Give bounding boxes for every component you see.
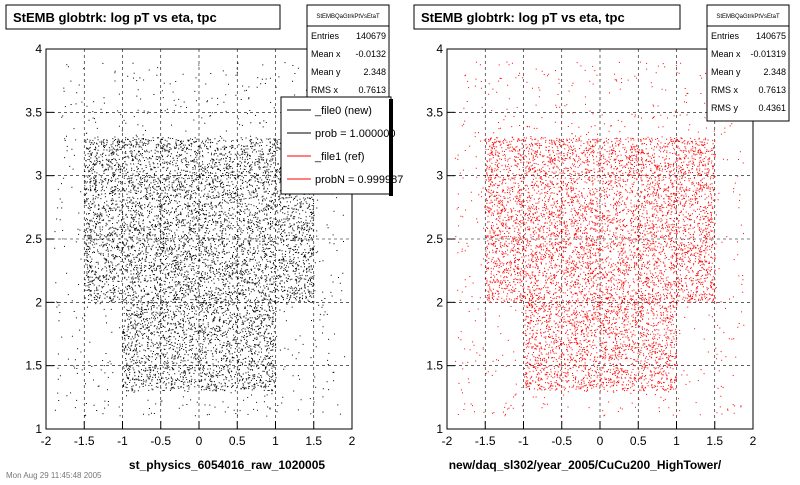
y-tick-label: 2 bbox=[35, 295, 42, 309]
x-tick-label: -0.5 bbox=[551, 434, 572, 448]
left-stats-value-rmsx: 0.7613 bbox=[358, 85, 386, 95]
x-tick-label: 0.5 bbox=[630, 434, 647, 448]
right-stats-value-rmsy: 0.4361 bbox=[758, 103, 786, 113]
left-title-box: StEMB globtrk: log pT vs eta, tpc bbox=[5, 4, 281, 30]
left-plot: -2 -1.5 -1 -0.5 0 0.5 1 1.5 2 1 1.5 2 2.5 3 3.5 4 StEMB… bbox=[5, 4, 403, 472]
y-tick-label: 1.5 bbox=[426, 359, 443, 373]
right-x-axis-label: new/daq_sl302/year_2005/CuCu200_HighTowe… bbox=[449, 458, 722, 472]
right-stats-value-meany: 2.348 bbox=[763, 67, 786, 77]
legend-frame bbox=[280, 96, 392, 195]
left-stats-box: StEMBQaGtrkPtVsEtaT Entries 140679 Mean … bbox=[306, 4, 390, 102]
legend-box: _file0 (new) prob = 1.000000 _file1 (ref… bbox=[280, 96, 403, 196]
scatter-region-high bbox=[523, 301, 678, 392]
left-stats-label-meany: Mean y bbox=[311, 67, 341, 77]
left-stats-label-meanx: Mean x bbox=[311, 49, 341, 59]
legend-label-probn: probN = 0.999987 bbox=[315, 174, 403, 186]
footer-timestamp: Mon Aug 29 11:45:48 2005 bbox=[6, 471, 102, 480]
x-tick-label: -1 bbox=[518, 434, 529, 448]
right-stats-label-rmsy: RMS y bbox=[711, 103, 739, 113]
right-stats-value-rmsx: 0.7613 bbox=[758, 85, 786, 95]
right-axes: -2 -1.5 -1 -0.5 0 0.5 1 1.5 2 1 1.5 2 2.5 3 3.5 4 bbox=[426, 42, 756, 448]
right-title-box: StEMB globtrk: log pT vs eta, tpc bbox=[413, 4, 681, 30]
x-tick-label: 1 bbox=[673, 434, 680, 448]
left-axes: -2 -1.5 -1 -0.5 0 0.5 1 1.5 2 1 1.5 2 2.5 3 3.5 4 bbox=[25, 42, 355, 448]
right-stats-value-meanx: -0.01319 bbox=[750, 49, 786, 59]
left-stats-frame bbox=[306, 4, 390, 102]
right-stats-frame bbox=[706, 4, 790, 122]
y-tick-label: 3 bbox=[436, 169, 443, 183]
x-tick-label: 1.5 bbox=[706, 434, 723, 448]
left-title-frame bbox=[5, 4, 281, 30]
y-tick-label: 2 bbox=[436, 295, 443, 309]
left-stats-value-meanx: -0.0132 bbox=[355, 49, 386, 59]
y-tick-label: 2.5 bbox=[25, 232, 42, 246]
x-tick-label: -1 bbox=[117, 434, 128, 448]
right-scatter-points bbox=[454, 61, 745, 417]
legend-shadow bbox=[389, 99, 393, 196]
right-stats-value-entries: 140675 bbox=[756, 31, 786, 41]
left-stats-label-entries: Entries bbox=[311, 31, 340, 41]
legend-label-prob: prob = 1.000000 bbox=[315, 128, 395, 140]
right-stats-label-rmsx: RMS x bbox=[711, 85, 739, 95]
left-stats-name: StEMBQaGtrkPtVsEtaT bbox=[316, 14, 380, 20]
right-stats-label-meanx: Mean x bbox=[711, 49, 741, 59]
right-plot: -2 -1.5 -1 -0.5 0 0.5 1 1.5 2 1 1.5 2 2.5 3 3.5 4 StEMB… bbox=[413, 4, 790, 472]
y-tick-label: 1 bbox=[35, 422, 42, 436]
left-stats-label-rmsx: RMS x bbox=[311, 85, 339, 95]
x-tick-label: 0 bbox=[196, 434, 203, 448]
y-tick-label: 4 bbox=[436, 42, 443, 56]
x-tick-label: -1.5 bbox=[475, 434, 496, 448]
x-tick-label: 2 bbox=[349, 434, 356, 448]
y-tick-label: 3 bbox=[35, 169, 42, 183]
y-tick-label: 2.5 bbox=[426, 232, 443, 246]
x-tick-label: -2 bbox=[442, 434, 453, 448]
right-stats-name: StEMBQaGtrkPtVsEtaT bbox=[716, 14, 780, 20]
x-tick-label: 1.5 bbox=[305, 434, 322, 448]
y-tick-label: 1 bbox=[436, 422, 443, 436]
left-stats-value-entries: 140679 bbox=[356, 31, 386, 41]
scatter-region-very-high bbox=[485, 137, 716, 303]
y-tick-label: 4 bbox=[35, 42, 42, 56]
legend-label-file1: _file1 (ref) bbox=[314, 151, 365, 163]
x-tick-label: 0 bbox=[597, 434, 604, 448]
y-tick-label: 3.5 bbox=[25, 105, 42, 119]
left-stats-value-meany: 2.348 bbox=[363, 67, 386, 77]
x-tick-label: -2 bbox=[41, 434, 52, 448]
right-stats-label-meany: Mean y bbox=[711, 67, 741, 77]
left-x-axis-label: st_physics_6054016_raw_1020005 bbox=[129, 458, 325, 472]
x-tick-label: 2 bbox=[750, 434, 757, 448]
scatter-region-very-high bbox=[84, 137, 315, 303]
x-tick-label: -0.5 bbox=[150, 434, 171, 448]
scatter-region-low bbox=[454, 61, 745, 417]
y-tick-label: 1.5 bbox=[25, 359, 42, 373]
legend-label-file0: _file0 (new) bbox=[314, 105, 372, 117]
right-stats-box: StEMBQaGtrkPtVsEtaT Entries 140675 Mean … bbox=[706, 4, 790, 122]
right-stats-label-entries: Entries bbox=[711, 31, 740, 41]
left-plot-title: StEMB globtrk: log pT vs eta, tpc bbox=[13, 10, 217, 25]
x-tick-label: 1 bbox=[272, 434, 279, 448]
scatter-region-high bbox=[122, 301, 277, 392]
x-tick-label: 0.5 bbox=[229, 434, 246, 448]
right-title-frame bbox=[413, 4, 681, 30]
x-tick-label: -1.5 bbox=[74, 434, 95, 448]
y-tick-label: 3.5 bbox=[426, 105, 443, 119]
right-plot-title: StEMB globtrk: log pT vs eta, tpc bbox=[421, 10, 625, 25]
